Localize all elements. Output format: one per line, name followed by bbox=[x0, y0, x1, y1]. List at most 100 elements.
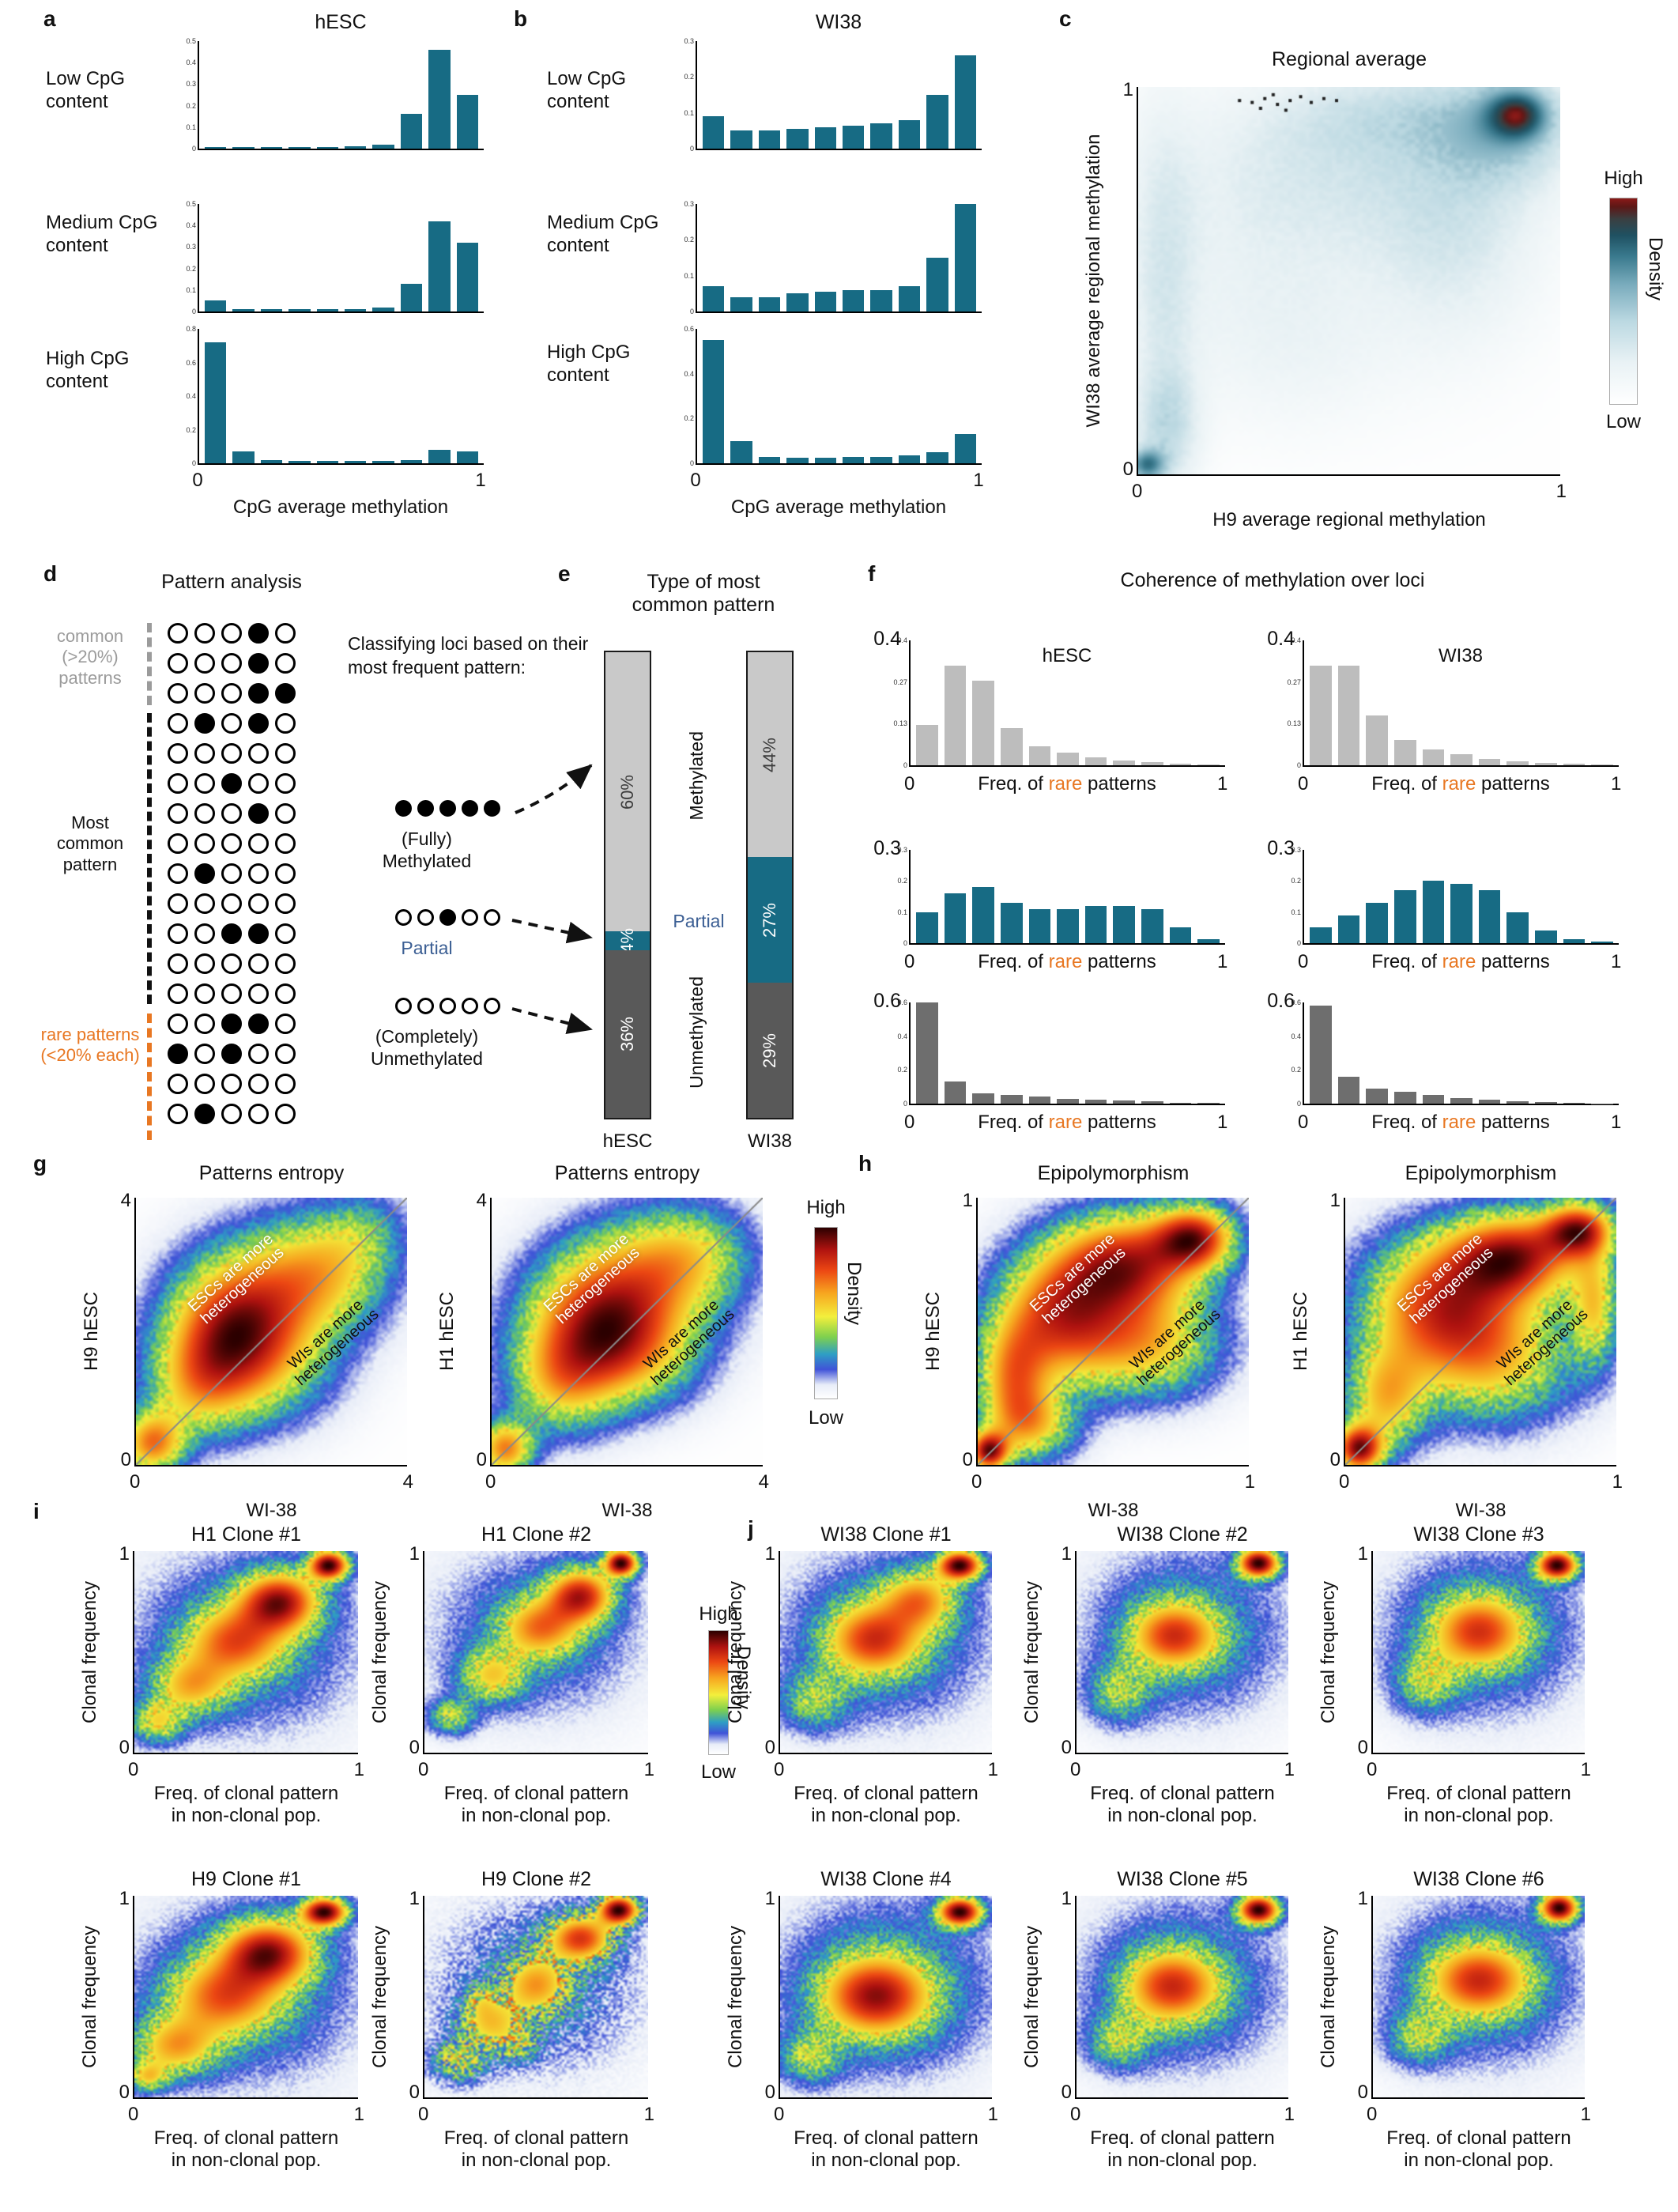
y-tick-tiny: 0.5 bbox=[186, 37, 196, 45]
density-canvas bbox=[1138, 87, 1560, 474]
panel-letter-e: e bbox=[558, 561, 571, 586]
y-tick-tiny: 0.1 bbox=[897, 908, 907, 916]
y-tick-tiny: 0.6 bbox=[684, 325, 694, 333]
unmethylated-cpg-icon bbox=[275, 1044, 296, 1064]
y-tick-tiny: 0.6 bbox=[897, 998, 907, 1006]
x-tick: 1 bbox=[475, 470, 486, 491]
y-tick-tiny: 0.2 bbox=[186, 264, 196, 273]
y-tick-tiny: 0.4 bbox=[1291, 636, 1301, 644]
bar bbox=[786, 457, 809, 463]
y-tick-tiny: 0 bbox=[689, 459, 694, 467]
unmethylated-cpg-icon bbox=[168, 893, 188, 914]
y-tick-tiny: 0.27 bbox=[893, 678, 907, 686]
x-axis-label: Freq. of rare patterns bbox=[978, 951, 1156, 972]
bar bbox=[703, 286, 725, 311]
unmethylated-cpg-icon bbox=[462, 909, 478, 926]
histogram-freq-rare-patterns: 0 0.13 0.27 0.4 bbox=[893, 636, 1225, 769]
bar bbox=[730, 296, 752, 311]
y-axis-label: WI38 average regional methylation bbox=[1083, 134, 1104, 428]
density-canvas bbox=[134, 1896, 358, 2097]
unmethylated-cpg-icon bbox=[168, 1014, 188, 1034]
y-tick-tiny: 0.13 bbox=[1287, 719, 1301, 728]
methylated-cpg-icon bbox=[248, 653, 269, 674]
bar bbox=[1450, 754, 1472, 765]
y-tick: 1 bbox=[1329, 1190, 1341, 1211]
bar bbox=[205, 147, 227, 149]
plot-title: Regional average bbox=[1272, 48, 1427, 70]
y-tick: 0 bbox=[120, 1449, 131, 1470]
unmethylated-cpg-icon bbox=[194, 623, 215, 644]
bar bbox=[758, 456, 781, 463]
bar bbox=[1197, 939, 1220, 943]
segment-percent-label: 44% bbox=[760, 737, 779, 772]
bar bbox=[758, 296, 781, 311]
bar-chart-b-medium: 0 0.1 0.2 0.3 bbox=[684, 200, 982, 315]
bar-name-wi38: WI38 bbox=[747, 1131, 792, 1152]
colorbar-density-label: Density bbox=[733, 1646, 754, 1710]
unmethylated-cpg-icon bbox=[275, 803, 296, 824]
bar bbox=[1000, 727, 1023, 765]
density-plot-wi38-clone-1: WI38 Clone #1 Clonal frequency 1 0 0 1 Freq. o… bbox=[725, 1523, 998, 1826]
x-tick: 0 bbox=[128, 1759, 139, 1780]
colorbar-density-label: Density bbox=[1645, 237, 1666, 301]
plot-title: Patterns entropy bbox=[198, 1162, 345, 1184]
unmethylated-cpg-icon bbox=[248, 833, 269, 854]
bar bbox=[898, 286, 921, 311]
plot-title: WI38 Clone #2 bbox=[1117, 1523, 1248, 1546]
common-patterns-bracket bbox=[147, 623, 152, 705]
x-tick: 0 bbox=[1367, 2104, 1378, 2125]
unmethylated-cpg-icon bbox=[395, 998, 412, 1014]
x-axis-label: Freq. of clonal pattern in non-clonal pop… bbox=[1090, 1783, 1275, 1827]
segment-percent-label: 36% bbox=[617, 1016, 637, 1051]
rare-word: rare bbox=[1442, 951, 1476, 972]
x-tick: 0 bbox=[485, 1471, 496, 1493]
x-tick: 0 bbox=[1298, 1112, 1309, 1133]
bar bbox=[456, 95, 479, 149]
bar bbox=[1000, 1095, 1023, 1104]
bar-segment: 44% bbox=[748, 652, 792, 858]
y-tick-tiny: 0.4 bbox=[684, 369, 694, 378]
f-column-title: WI38 bbox=[1438, 645, 1483, 666]
unmethylated-cpg-icon bbox=[275, 1074, 296, 1094]
bar-segment: 4% bbox=[605, 928, 650, 953]
unmethylated-cpg-icon bbox=[221, 653, 242, 674]
bars bbox=[697, 329, 982, 463]
y-tick: 0 bbox=[409, 1737, 420, 1758]
y-tick-tiny: 0.2 bbox=[684, 236, 694, 244]
bars bbox=[199, 329, 484, 463]
unmethylated-cpg-icon bbox=[194, 803, 215, 824]
density-plot-h9-clone-2: H9 Clone #2 Clonal frequency 1 0 0 1 Freq. of … bbox=[369, 1868, 654, 2171]
unmethylated-cpg-icon bbox=[168, 773, 188, 794]
y-axis-label: Clonal frequency bbox=[79, 1925, 100, 2068]
x-tick: 4 bbox=[402, 1471, 413, 1493]
y-tick: 0 bbox=[1061, 1737, 1072, 1758]
bar bbox=[316, 460, 339, 463]
methylated-cpg-icon bbox=[395, 800, 412, 817]
bar bbox=[1169, 763, 1192, 765]
bar bbox=[1113, 1100, 1136, 1104]
bar bbox=[345, 308, 367, 311]
y-tick-tiny: 0.6 bbox=[1291, 998, 1301, 1006]
y-axis-label: Clonal frequency bbox=[369, 1580, 390, 1723]
plot-title: WI38 Clone #1 bbox=[820, 1523, 952, 1546]
row-label-medium-cpg: Medium CpG content bbox=[46, 212, 158, 256]
x-tick: 0 bbox=[128, 2104, 139, 2125]
pattern-row bbox=[168, 1044, 296, 1064]
panel-letter-i: i bbox=[33, 1499, 40, 1523]
density-canvas bbox=[978, 1198, 1249, 1465]
bar bbox=[1366, 715, 1388, 765]
bar bbox=[870, 123, 892, 149]
pattern-row bbox=[168, 683, 296, 704]
density-plot-h1-clone-2: H1 Clone #2 Clonal frequency 1 0 0 1 Freq. of … bbox=[369, 1523, 654, 1826]
bar bbox=[786, 129, 809, 149]
x-tick: 1 bbox=[1217, 773, 1228, 795]
bar bbox=[372, 460, 394, 463]
x-tick: 1 bbox=[353, 2104, 364, 2125]
bar bbox=[1366, 902, 1388, 943]
bar bbox=[1591, 942, 1614, 943]
bar bbox=[1393, 890, 1416, 943]
y-tick-tiny: 0.2 bbox=[897, 1066, 907, 1074]
x-tick: 1 bbox=[643, 1759, 654, 1780]
bar bbox=[1169, 927, 1192, 943]
